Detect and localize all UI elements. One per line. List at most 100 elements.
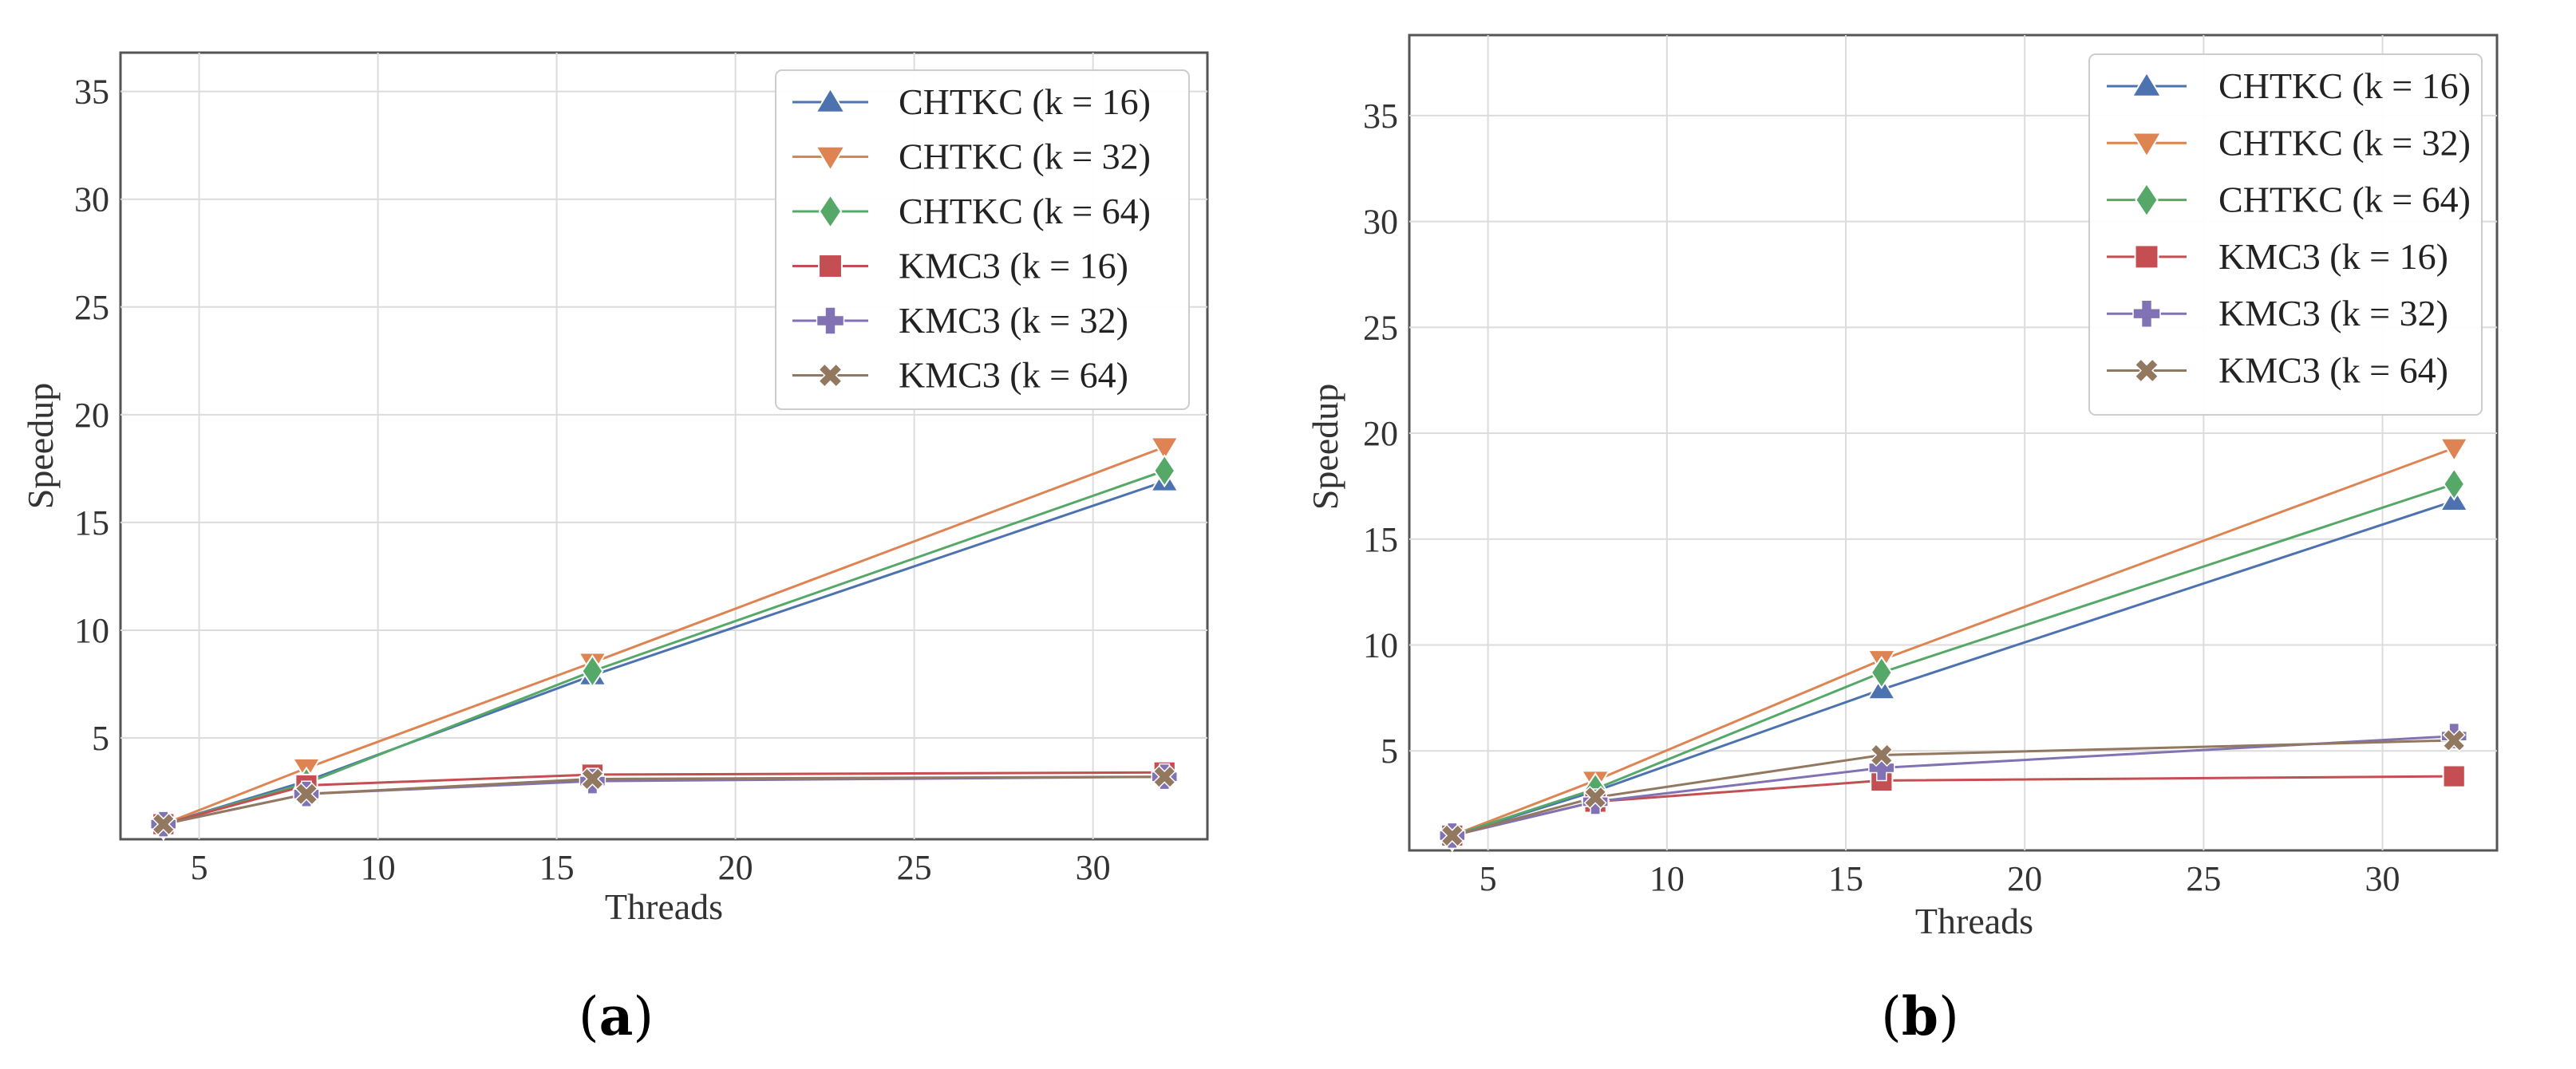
legend-label-a-1: CHTKC (k = 32) — [899, 136, 1151, 177]
y-tick-label-a-35: 35 — [74, 73, 109, 112]
y-tick-label-a-10: 10 — [74, 611, 109, 650]
legend-marker-b-5 — [2134, 358, 2159, 383]
y-tick-label-b-15: 15 — [1363, 520, 1398, 559]
legend-label-a-4: KMC3 (k = 32) — [899, 300, 1128, 341]
legend-label-b-3: KMC3 (k = 16) — [2218, 236, 2448, 277]
data-point-b-chtkc-k-32-32 — [2439, 437, 2469, 463]
x-axis-label-a: Threads — [605, 886, 723, 927]
legend-item-a-kmc3-k-32: KMC3 (k = 32) — [792, 300, 1128, 341]
y-tick-label-b-10: 10 — [1363, 626, 1398, 665]
legend-label-b-2: CHTKC (k = 64) — [2218, 179, 2471, 220]
legend-item-b-chtkc-k-32: CHTKC (k = 32) — [2107, 122, 2471, 163]
data-point-b-kmc3-k-64-32 — [2442, 728, 2466, 752]
legend-box-a — [775, 69, 1190, 410]
data-point-b-kmc3-k-16-32 — [2442, 764, 2466, 788]
y-axis-label-b: Speedup — [1305, 384, 1345, 510]
y-tick-label-b-5: 5 — [1381, 732, 1398, 771]
series-line-b-chtkc-k-64 — [1452, 483, 2455, 837]
legend-item-a-chtkc-k-32: CHTKC (k = 32) — [792, 136, 1151, 177]
y-tick-label-b-25: 25 — [1363, 308, 1398, 347]
data-point-a-chtkc-k-32-32 — [1149, 436, 1179, 462]
y-tick-label-a-20: 20 — [74, 396, 109, 435]
panel-caption-b: (b) — [1881, 985, 1959, 1047]
x-tick-label-a-5: 5 — [191, 848, 208, 887]
legend-label-b-0: CHTKC (k = 16) — [2218, 65, 2471, 106]
data-point-b-chtkc-k-64-16 — [1870, 656, 1893, 690]
data-point-a-kmc3-k-64-8 — [294, 782, 318, 806]
legend-label-a-0: CHTKC (k = 16) — [899, 81, 1151, 122]
legend-item-a-chtkc-k-16: CHTKC (k = 16) — [792, 81, 1151, 122]
legend-marker-a-4 — [816, 306, 845, 335]
data-point-b-kmc3-k-64-8 — [1583, 786, 1607, 810]
y-tick-label-a-30: 30 — [74, 180, 109, 219]
series-line-b-chtkc-k-32 — [1452, 447, 2455, 837]
data-point-a-chtkc-k-64-32 — [1153, 454, 1176, 488]
x-tick-label-b-5: 5 — [1480, 859, 1497, 898]
y-tick-label-b-20: 20 — [1363, 414, 1398, 453]
legend-item-b-kmc3-k-16: KMC3 (k = 16) — [2107, 236, 2448, 277]
legend-label-b-5: KMC3 (k = 64) — [2218, 350, 2448, 391]
legend-label-a-3: KMC3 (k = 16) — [899, 246, 1128, 286]
series-line-b-kmc3-k-64 — [1452, 739, 2455, 837]
x-tick-label-a-15: 15 — [539, 848, 575, 887]
legend-label-b-4: KMC3 (k = 32) — [2218, 293, 2448, 333]
data-point-b-kmc3-k-64-16 — [1870, 743, 1894, 767]
legend-marker-a-5 — [818, 363, 843, 388]
legend-box-b — [2088, 53, 2483, 416]
legend-a: CHTKC (k = 16) CHTKC (k = 32) CHTKC (k = 6… — [775, 69, 1190, 410]
legend-item-a-chtkc-k-64: CHTKC (k = 64) — [792, 191, 1151, 231]
data-point-a-kmc3-k-64-32 — [1152, 765, 1176, 789]
legend-marker-b-3 — [2134, 244, 2159, 270]
series-b — [1437, 437, 2469, 853]
data-point-b-kmc3-k-64-4 — [1440, 823, 1464, 848]
x-tick-label-b-30: 30 — [2365, 859, 2400, 898]
legend-b: CHTKC (k = 16) CHTKC (k = 32) CHTKC (k = 6… — [2088, 53, 2483, 416]
legend-item-a-kmc3-k-64: KMC3 (k = 64) — [792, 355, 1128, 396]
legend-label-a-2: CHTKC (k = 64) — [899, 191, 1151, 231]
legend-label-a-5: KMC3 (k = 64) — [899, 355, 1128, 396]
legend-marker-b-4 — [2132, 299, 2161, 328]
series-line-a-chtkc-k-32 — [163, 445, 1165, 826]
ticks-b: 5 10 15 20 25 30 5 10 15 20 25 30 35 — [1363, 97, 2400, 898]
data-point-b-chtkc-k-64-32 — [2443, 467, 2466, 501]
data-point-a-kmc3-k-64-16 — [580, 767, 605, 791]
legend-marker-a-2 — [818, 193, 843, 230]
y-tick-label-a-5: 5 — [92, 719, 109, 758]
panel-caption-a: (a) — [579, 985, 654, 1047]
series-line-a-kmc3-k-64 — [163, 775, 1165, 826]
data-point-a-chtkc-k-64-16 — [581, 654, 604, 688]
x-tick-label-b-25: 25 — [2186, 859, 2221, 898]
legend-item-b-kmc3-k-64: KMC3 (k = 64) — [2107, 350, 2448, 391]
legend-marker-a-3 — [818, 254, 843, 278]
x-tick-label-b-10: 10 — [1650, 859, 1685, 898]
x-tick-label-a-25: 25 — [897, 848, 932, 887]
y-tick-label-a-15: 15 — [74, 503, 109, 542]
legend-marker-b-0 — [2131, 71, 2163, 97]
legend-label-b-1: CHTKC (k = 32) — [2218, 122, 2471, 163]
data-point-a-kmc3-k-64-4 — [152, 812, 176, 836]
legend-item-b-chtkc-k-16: CHTKC (k = 16) — [2107, 65, 2471, 106]
series-a — [148, 436, 1179, 842]
y-axis-label-a: Speedup — [20, 383, 61, 509]
legend-item-b-kmc3-k-32: KMC3 (k = 32) — [2107, 293, 2448, 333]
legend-item-b-chtkc-k-64: CHTKC (k = 64) — [2107, 179, 2471, 220]
legend-marker-a-0 — [814, 87, 847, 113]
legend-marker-a-1 — [814, 145, 847, 172]
legend-marker-b-2 — [2135, 182, 2159, 218]
legend-marker-b-1 — [2131, 132, 2163, 159]
x-tick-label-a-30: 30 — [1076, 848, 1111, 887]
y-tick-label-b-35: 35 — [1363, 97, 1398, 136]
x-tick-label-a-10: 10 — [361, 848, 396, 887]
series-line-a-kmc3-k-16 — [163, 771, 1165, 826]
series-line-b-kmc3-k-32 — [1452, 735, 2455, 837]
x-tick-label-b-15: 15 — [1828, 859, 1863, 898]
x-tick-label-a-20: 20 — [718, 848, 753, 887]
legend-item-a-kmc3-k-16: KMC3 (k = 16) — [792, 246, 1128, 286]
ticks-a: 5 10 15 20 25 30 5 10 15 20 25 30 35 — [74, 73, 1111, 887]
x-axis-label-b: Threads — [1915, 901, 2033, 941]
y-tick-label-b-30: 30 — [1363, 203, 1398, 242]
x-tick-label-b-20: 20 — [2007, 859, 2042, 898]
